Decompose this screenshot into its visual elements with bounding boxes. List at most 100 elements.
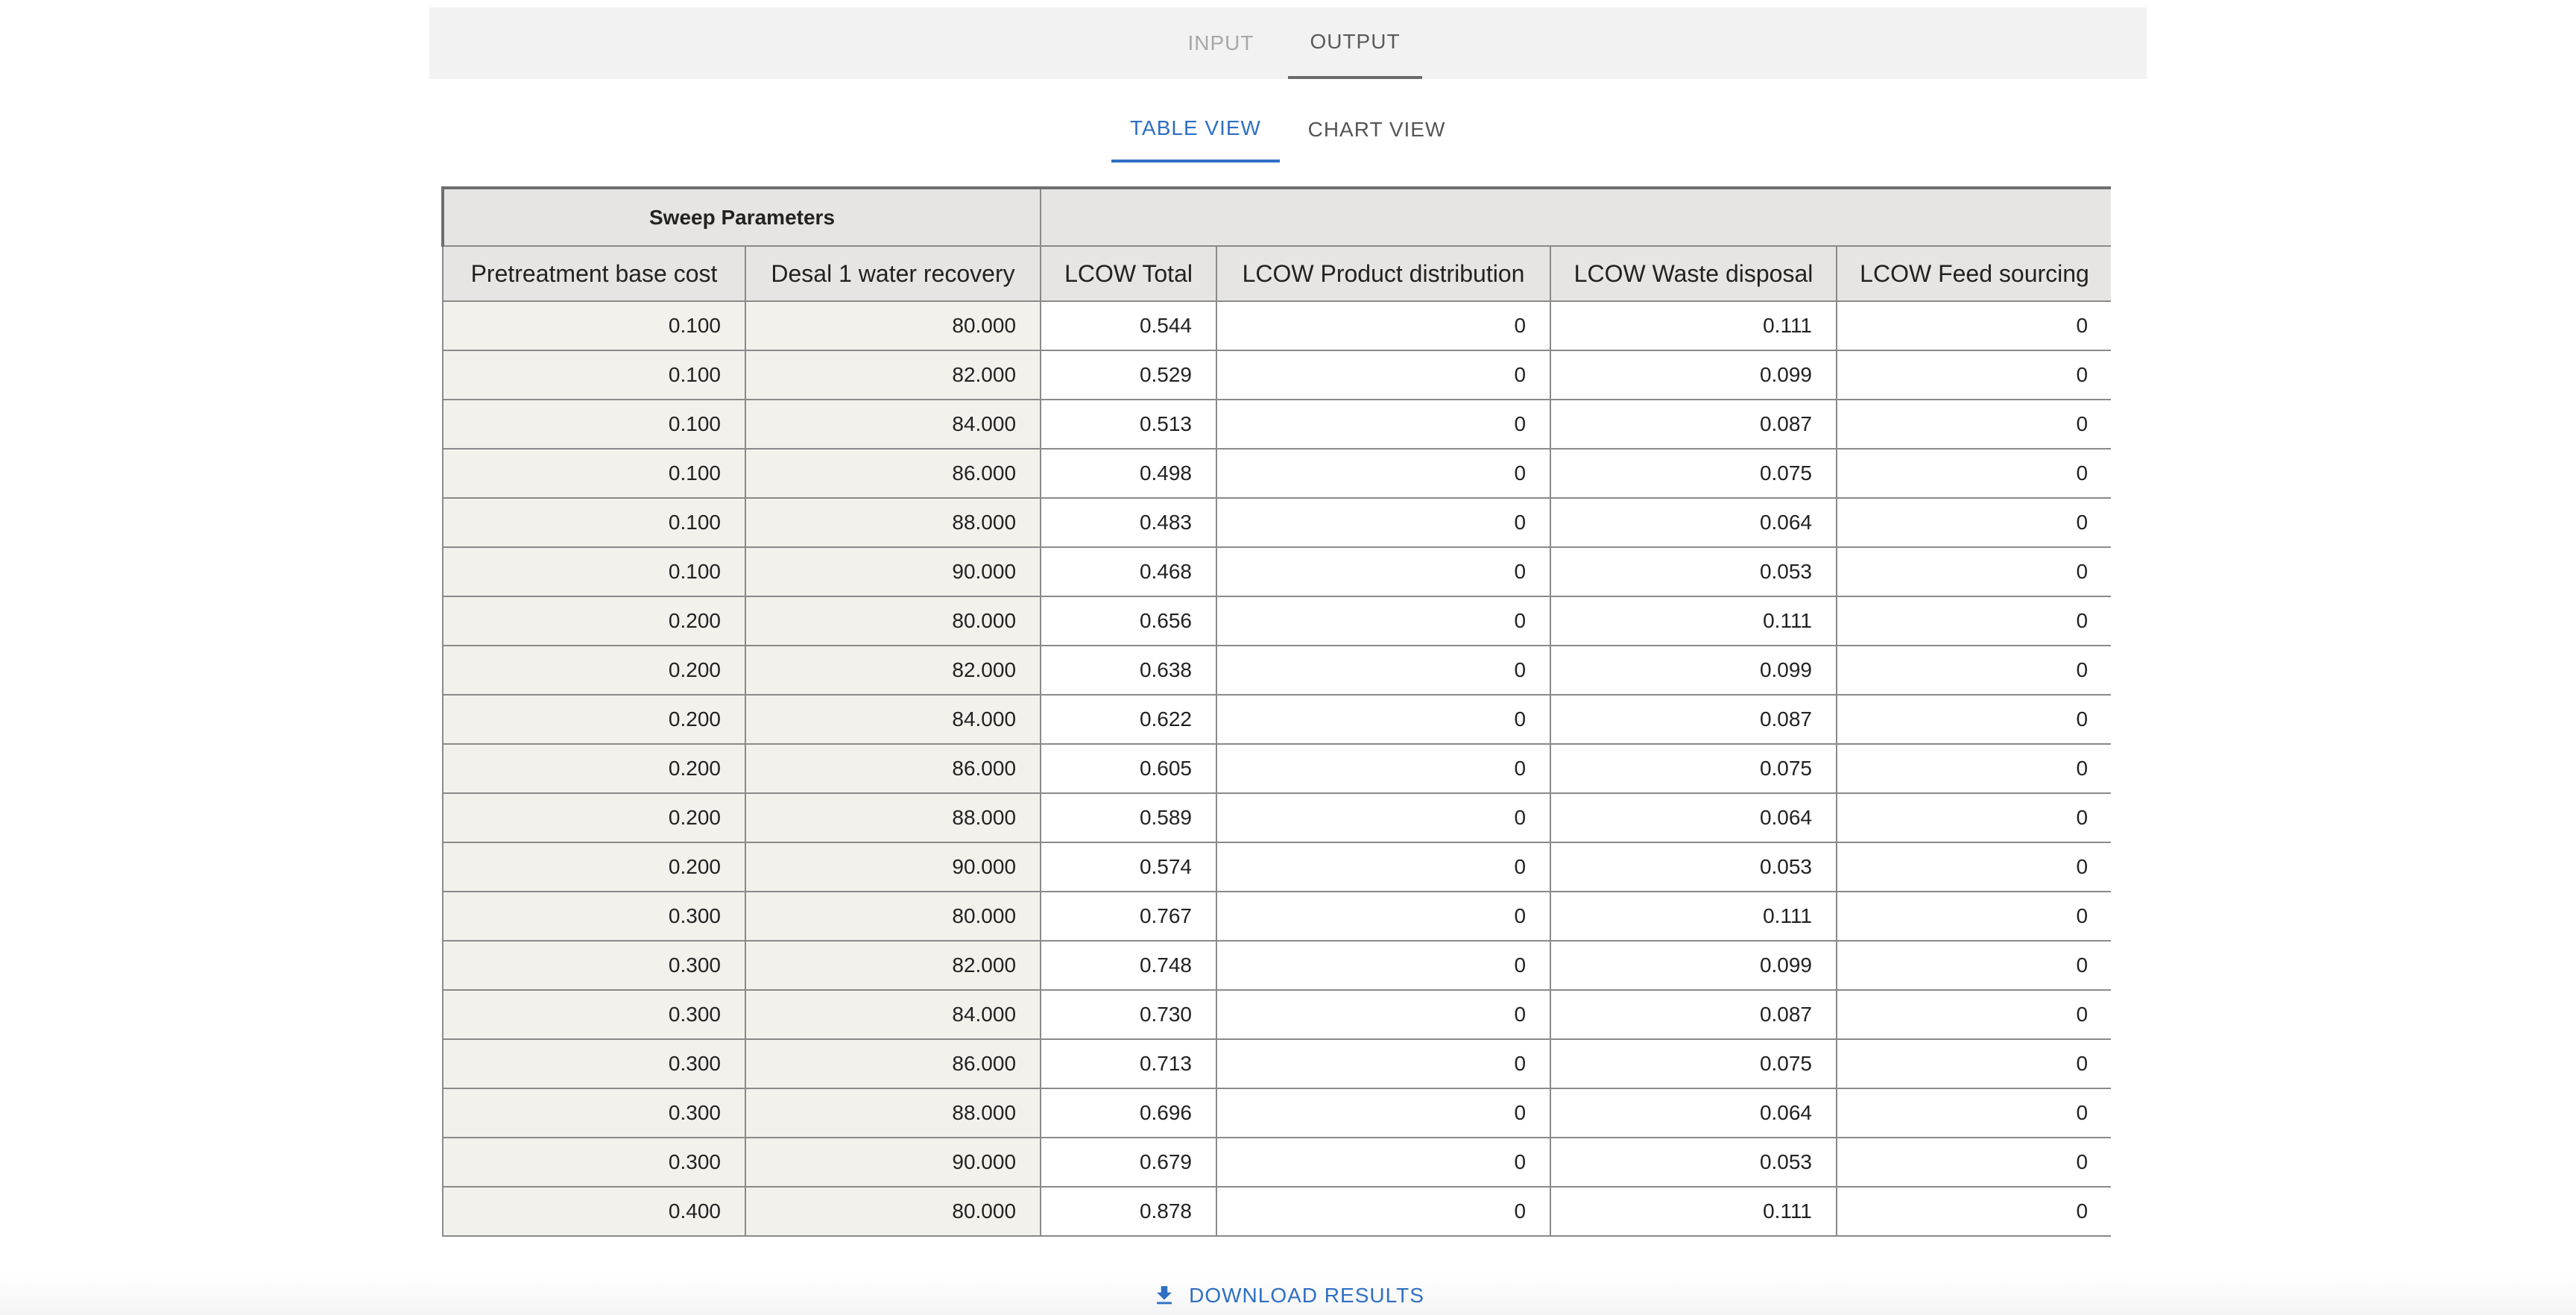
table-cell: 0.100 bbox=[442, 497, 746, 548]
column-header: LCOW Total bbox=[1040, 245, 1218, 302]
tab-input[interactable]: INPUT bbox=[1187, 31, 1254, 54]
top-tab-bar: INPUT OUTPUT bbox=[429, 7, 2147, 79]
table-cell: 0.053 bbox=[1550, 1137, 1838, 1188]
table-cell: 80.000 bbox=[744, 596, 1042, 646]
tab-table-view[interactable]: TABLE VIEW bbox=[1111, 97, 1280, 163]
table-cell: 0 bbox=[1836, 448, 2111, 499]
table-cell: 0 bbox=[1836, 645, 2111, 696]
outputs-group-header bbox=[1040, 186, 2111, 247]
column-header: LCOW Feed sourcing bbox=[1836, 245, 2111, 302]
table-row: 0.200 88.000 0.589 0 0.064 0 bbox=[442, 792, 2111, 843]
table-cell: 0.300 bbox=[442, 989, 746, 1040]
table-cell: 0 bbox=[1836, 1038, 2111, 1089]
table-cell: 0 bbox=[1836, 300, 2111, 351]
table-cell: 0.111 bbox=[1550, 891, 1838, 942]
table-row: 0.100 86.000 0.498 0 0.075 0 bbox=[442, 448, 2111, 499]
download-icon bbox=[1157, 1286, 1172, 1305]
table-cell: 0 bbox=[1836, 792, 2111, 843]
results-table: Sweep Parameters Pretreatment base cost … bbox=[441, 186, 2111, 1237]
table-cell: 82.000 bbox=[744, 350, 1042, 400]
table-cell: 0.200 bbox=[442, 842, 746, 892]
table-cell: 0.300 bbox=[442, 1038, 746, 1089]
table-cell: 0 bbox=[1216, 989, 1552, 1040]
table-row: 0.100 90.000 0.468 0 0.053 0 bbox=[442, 546, 2111, 597]
table-cell: 0 bbox=[1836, 694, 2111, 745]
table-cell: 0.111 bbox=[1550, 596, 1838, 646]
table-cell: 0.468 bbox=[1040, 546, 1218, 597]
table-cell: 0.100 bbox=[442, 546, 746, 597]
table-cell: 0.200 bbox=[442, 596, 746, 646]
column-header-row: Pretreatment base cost Desal 1 water rec… bbox=[442, 245, 2111, 302]
table-cell: 0 bbox=[1216, 448, 1552, 499]
table-row: 0.200 84.000 0.622 0 0.087 0 bbox=[442, 694, 2111, 745]
table-row: 0.300 84.000 0.730 0 0.087 0 bbox=[442, 989, 2111, 1040]
table-cell: 0.111 bbox=[1550, 1186, 1838, 1237]
table-cell: 0.053 bbox=[1550, 546, 1838, 597]
table-cell: 0 bbox=[1216, 399, 1552, 450]
table-cell: 0.300 bbox=[442, 1137, 746, 1188]
table-cell: 0 bbox=[1836, 546, 2111, 597]
table-cell: 0.064 bbox=[1550, 1088, 1838, 1138]
column-header: LCOW Product distribution bbox=[1216, 245, 1552, 302]
table-cell: 0.087 bbox=[1550, 694, 1838, 745]
table-cell: 0.200 bbox=[442, 645, 746, 696]
table-row: 0.100 82.000 0.529 0 0.099 0 bbox=[442, 350, 2111, 400]
table-cell: 86.000 bbox=[744, 743, 1042, 794]
table-cell: 0.878 bbox=[1040, 1186, 1218, 1237]
table-row: 0.300 88.000 0.696 0 0.064 0 bbox=[442, 1088, 2111, 1138]
table-cell: 80.000 bbox=[744, 891, 1042, 942]
table-cell: 0.064 bbox=[1550, 792, 1838, 843]
table-cell: 0.200 bbox=[442, 694, 746, 745]
table-cell: 86.000 bbox=[744, 1038, 1042, 1089]
table-cell: 0.748 bbox=[1040, 940, 1218, 991]
table-cell: 0.099 bbox=[1550, 940, 1838, 991]
table-cell: 0.075 bbox=[1550, 448, 1838, 499]
table-cell: 0 bbox=[1836, 842, 2111, 892]
table-cell: 0.075 bbox=[1550, 1038, 1838, 1089]
table-cell: 0 bbox=[1216, 350, 1552, 400]
group-header-row: Sweep Parameters bbox=[441, 186, 2111, 247]
download-results-button[interactable]: DOWNLOAD RESULTS bbox=[1152, 1283, 1424, 1308]
tab-output[interactable]: OUTPUT bbox=[1288, 7, 1422, 79]
tab-chart-view[interactable]: CHART VIEW bbox=[1307, 118, 1446, 141]
table-cell: 0 bbox=[1216, 1137, 1552, 1188]
table-cell: 84.000 bbox=[744, 399, 1042, 450]
results-table-container[interactable]: Sweep Parameters Pretreatment base cost … bbox=[441, 186, 2111, 1242]
table-cell: 82.000 bbox=[744, 940, 1042, 991]
table-cell: 0.483 bbox=[1040, 497, 1218, 548]
table-cell: 0 bbox=[1216, 792, 1552, 843]
table-cell: 0 bbox=[1216, 694, 1552, 745]
table-cell: 0.100 bbox=[442, 448, 746, 499]
table-cell: 0 bbox=[1216, 300, 1552, 351]
download-bar: DOWNLOAD RESULTS bbox=[0, 1276, 2576, 1315]
table-cell: 88.000 bbox=[744, 497, 1042, 548]
table-cell: 0.300 bbox=[442, 1088, 746, 1138]
table-cell: 0.638 bbox=[1040, 645, 1218, 696]
table-cell: 84.000 bbox=[744, 989, 1042, 1040]
table-cell: 0 bbox=[1216, 743, 1552, 794]
table-body: 0.100 80.000 0.544 0 0.111 0 0.100 82.000 0.529 0… bbox=[442, 300, 2111, 1237]
column-header: Desal 1 water recovery bbox=[744, 245, 1042, 302]
table-cell: 0.075 bbox=[1550, 743, 1838, 794]
table-cell: 0 bbox=[1216, 1038, 1552, 1089]
column-header: LCOW Waste disposal bbox=[1550, 245, 1838, 302]
table-cell: 0.200 bbox=[442, 743, 746, 794]
table-cell: 0.622 bbox=[1040, 694, 1218, 745]
table-cell: 82.000 bbox=[744, 645, 1042, 696]
table-cell: 88.000 bbox=[744, 1088, 1042, 1138]
table-cell: 0 bbox=[1216, 940, 1552, 991]
table-cell: 0.400 bbox=[442, 1186, 746, 1237]
table-cell: 0.730 bbox=[1040, 989, 1218, 1040]
table-cell: 0.713 bbox=[1040, 1038, 1218, 1089]
table-cell: 0.679 bbox=[1040, 1137, 1218, 1188]
download-results-label: DOWNLOAD RESULTS bbox=[1189, 1284, 1424, 1307]
table-row: 0.300 90.000 0.679 0 0.053 0 bbox=[442, 1137, 2111, 1188]
table-cell: 0 bbox=[1836, 350, 2111, 400]
table-cell: 0.053 bbox=[1550, 842, 1838, 892]
table-row: 0.200 80.000 0.656 0 0.111 0 bbox=[442, 596, 2111, 646]
table-cell: 0 bbox=[1836, 1088, 2111, 1138]
table-cell: 80.000 bbox=[744, 1186, 1042, 1237]
table-cell: 0.696 bbox=[1040, 1088, 1218, 1138]
table-cell: 0 bbox=[1836, 497, 2111, 548]
